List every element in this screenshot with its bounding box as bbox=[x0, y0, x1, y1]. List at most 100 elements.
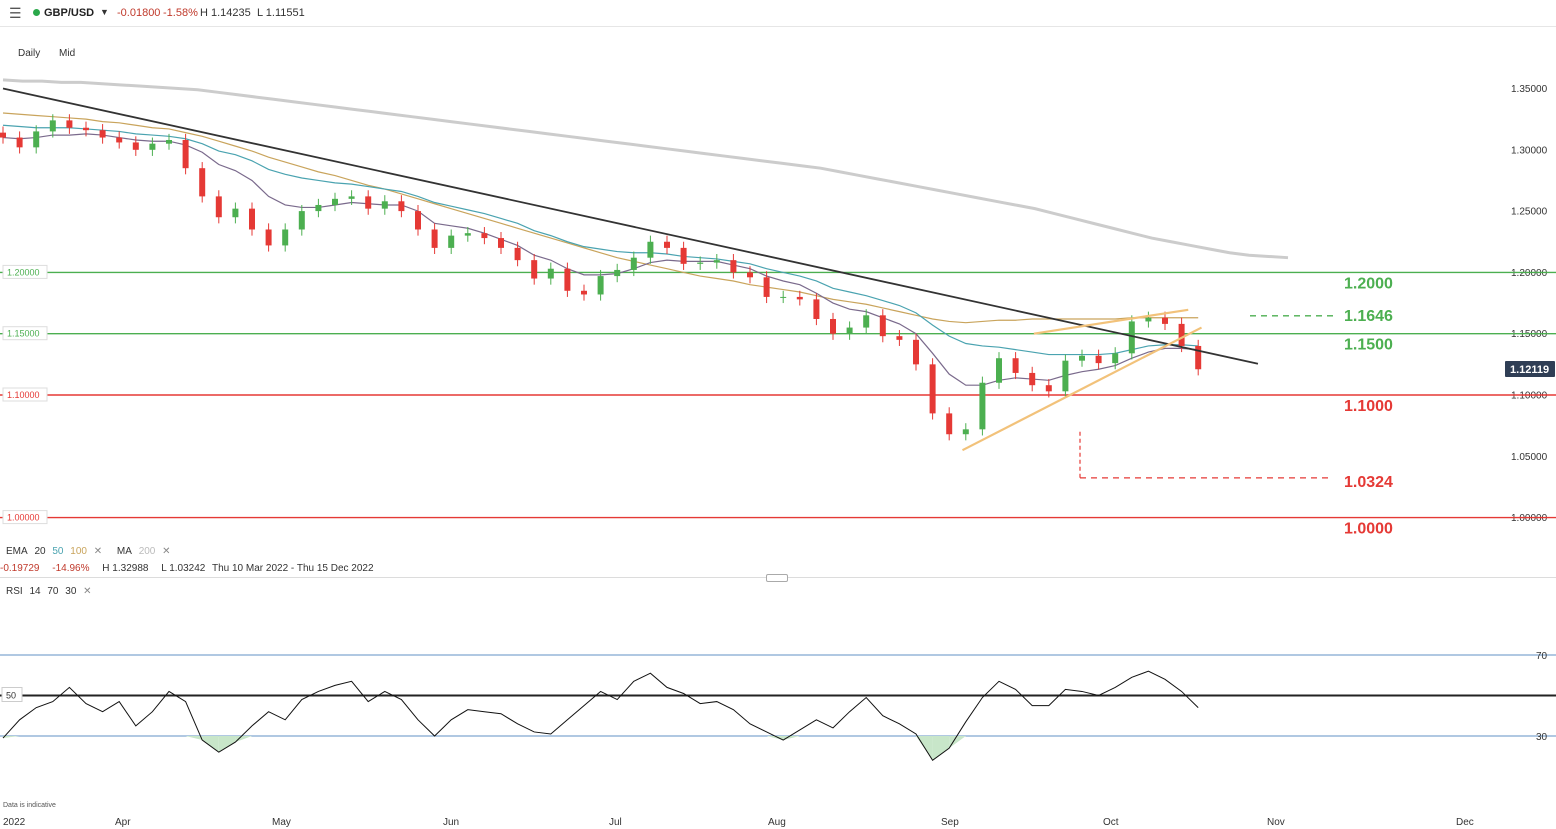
rsi-label: RSI bbox=[6, 586, 23, 597]
time-axis-label: Jun bbox=[443, 817, 459, 828]
ema-period-20: 20 bbox=[34, 546, 46, 557]
candle-body bbox=[913, 339, 919, 365]
market-status-icon bbox=[33, 9, 40, 16]
level-axis-tag bbox=[2, 326, 48, 341]
ema50-line bbox=[2, 124, 1199, 356]
level-axis-tag-label: 1.20000 bbox=[7, 267, 40, 277]
candle-body bbox=[265, 229, 272, 246]
candle-body bbox=[879, 315, 886, 337]
dashed-level-label: 1.0324 bbox=[1344, 474, 1393, 491]
rsi-oversold-area bbox=[916, 736, 933, 761]
price-tick-label: 1.25000 bbox=[1511, 207, 1548, 218]
price-tick-label: 1.35000 bbox=[1511, 84, 1548, 95]
candle-body bbox=[763, 277, 770, 297]
candle-body bbox=[348, 196, 355, 199]
ema20-line bbox=[2, 133, 1199, 386]
caret-down-icon[interactable]: ▼ bbox=[100, 7, 109, 17]
time-axis-label: Dec bbox=[1456, 817, 1474, 828]
level-axis-tag bbox=[2, 387, 48, 402]
ma-label: MA bbox=[116, 546, 132, 557]
candle-body bbox=[431, 229, 438, 248]
price-tick-label: 1.30000 bbox=[1511, 145, 1548, 156]
rsi-upper-label: 70 bbox=[1536, 651, 1548, 662]
rsi-oversold-area bbox=[202, 736, 219, 753]
rsi-oversold-area bbox=[3, 736, 20, 739]
time-axis-label: Nov bbox=[1267, 817, 1285, 828]
ma200-line bbox=[2, 78, 1289, 260]
session-high: H 1.14235 bbox=[200, 7, 251, 19]
price-type-mid[interactable]: Mid bbox=[59, 48, 76, 59]
candle-body bbox=[132, 142, 139, 150]
candle-body bbox=[796, 296, 803, 300]
candle-body bbox=[996, 358, 1002, 383]
rsi-mid-tag bbox=[1, 687, 23, 702]
pane-resize-handle[interactable] bbox=[766, 574, 788, 582]
price-tick-label: 1.05000 bbox=[1511, 452, 1548, 463]
candle-body bbox=[780, 296, 787, 298]
candle-body bbox=[597, 276, 604, 295]
candle-body bbox=[1178, 323, 1185, 346]
candle-body bbox=[830, 318, 836, 334]
hamburger-menu-icon[interactable]: ☰ bbox=[9, 5, 22, 21]
candle-body bbox=[1162, 317, 1168, 324]
time-axis-label: Aug bbox=[768, 817, 786, 828]
timeframe-daily[interactable]: Daily bbox=[18, 48, 41, 59]
candle-body bbox=[946, 413, 953, 435]
candle-body bbox=[1062, 360, 1069, 392]
candle-body bbox=[680, 247, 687, 264]
candle-body bbox=[979, 382, 986, 430]
level-label: 1.0000 bbox=[1344, 521, 1393, 538]
time-axis-label: Apr bbox=[115, 817, 131, 828]
close-icon[interactable]: ✕ bbox=[93, 546, 103, 557]
candle-body bbox=[249, 208, 255, 230]
level-axis-tag-label: 1.00000 bbox=[7, 513, 40, 523]
candle-body bbox=[1145, 317, 1152, 322]
candle-body bbox=[398, 201, 405, 212]
trendline-descending bbox=[2, 87, 1259, 365]
candle-body bbox=[697, 262, 704, 264]
candle-body bbox=[1112, 353, 1119, 364]
candle-body bbox=[332, 198, 338, 205]
candle-body bbox=[215, 196, 222, 218]
rsi-oversold-area bbox=[949, 736, 966, 749]
candle-body bbox=[1029, 372, 1036, 386]
rsi-param-14: 14 bbox=[29, 586, 41, 597]
candle-body bbox=[464, 233, 471, 236]
candle-body bbox=[199, 168, 206, 197]
candle-body bbox=[1195, 345, 1202, 370]
candle-body bbox=[1128, 321, 1135, 354]
price-tick-label: 1.20000 bbox=[1511, 268, 1548, 279]
candle-body bbox=[863, 315, 870, 328]
rsi-oversold-area bbox=[185, 736, 203, 741]
candle-body bbox=[664, 241, 670, 248]
candle-body bbox=[365, 196, 372, 209]
candle-body bbox=[747, 272, 753, 278]
current-price-label: 1.12119 bbox=[1510, 364, 1549, 376]
candle-body bbox=[962, 429, 969, 435]
candle-body bbox=[564, 268, 571, 291]
ema-period-50: 50 bbox=[52, 546, 64, 557]
candle-body bbox=[298, 211, 305, 230]
range-change-pct: -14.96% bbox=[52, 563, 90, 574]
level-label: 1.1500 bbox=[1344, 337, 1393, 354]
price-tick-label: 1.10000 bbox=[1511, 391, 1548, 402]
candle-body bbox=[713, 260, 720, 263]
candle-body bbox=[149, 143, 156, 150]
candle-body bbox=[498, 238, 504, 248]
price-change: -0.01800 bbox=[117, 7, 161, 19]
candle-body bbox=[547, 268, 554, 279]
candle-body bbox=[315, 204, 322, 212]
candle-body bbox=[0, 132, 6, 138]
close-icon[interactable]: ✕ bbox=[162, 546, 171, 557]
ema-label: EMA bbox=[6, 546, 28, 557]
trendline-wedge-lower bbox=[961, 326, 1203, 452]
symbol-name[interactable]: GBP/USD bbox=[44, 7, 95, 19]
time-axis-label: Jul bbox=[609, 817, 622, 828]
price-tick-label: 1.15000 bbox=[1511, 329, 1548, 340]
range-change: -0.19729 bbox=[0, 563, 40, 574]
close-icon[interactable]: ✕ bbox=[83, 586, 92, 597]
range-stats: -0.19729 -14.96% H 1.32988 L 1.03242 Thu… bbox=[0, 563, 378, 574]
candle-body bbox=[182, 139, 189, 169]
level-axis-tag bbox=[2, 510, 48, 525]
